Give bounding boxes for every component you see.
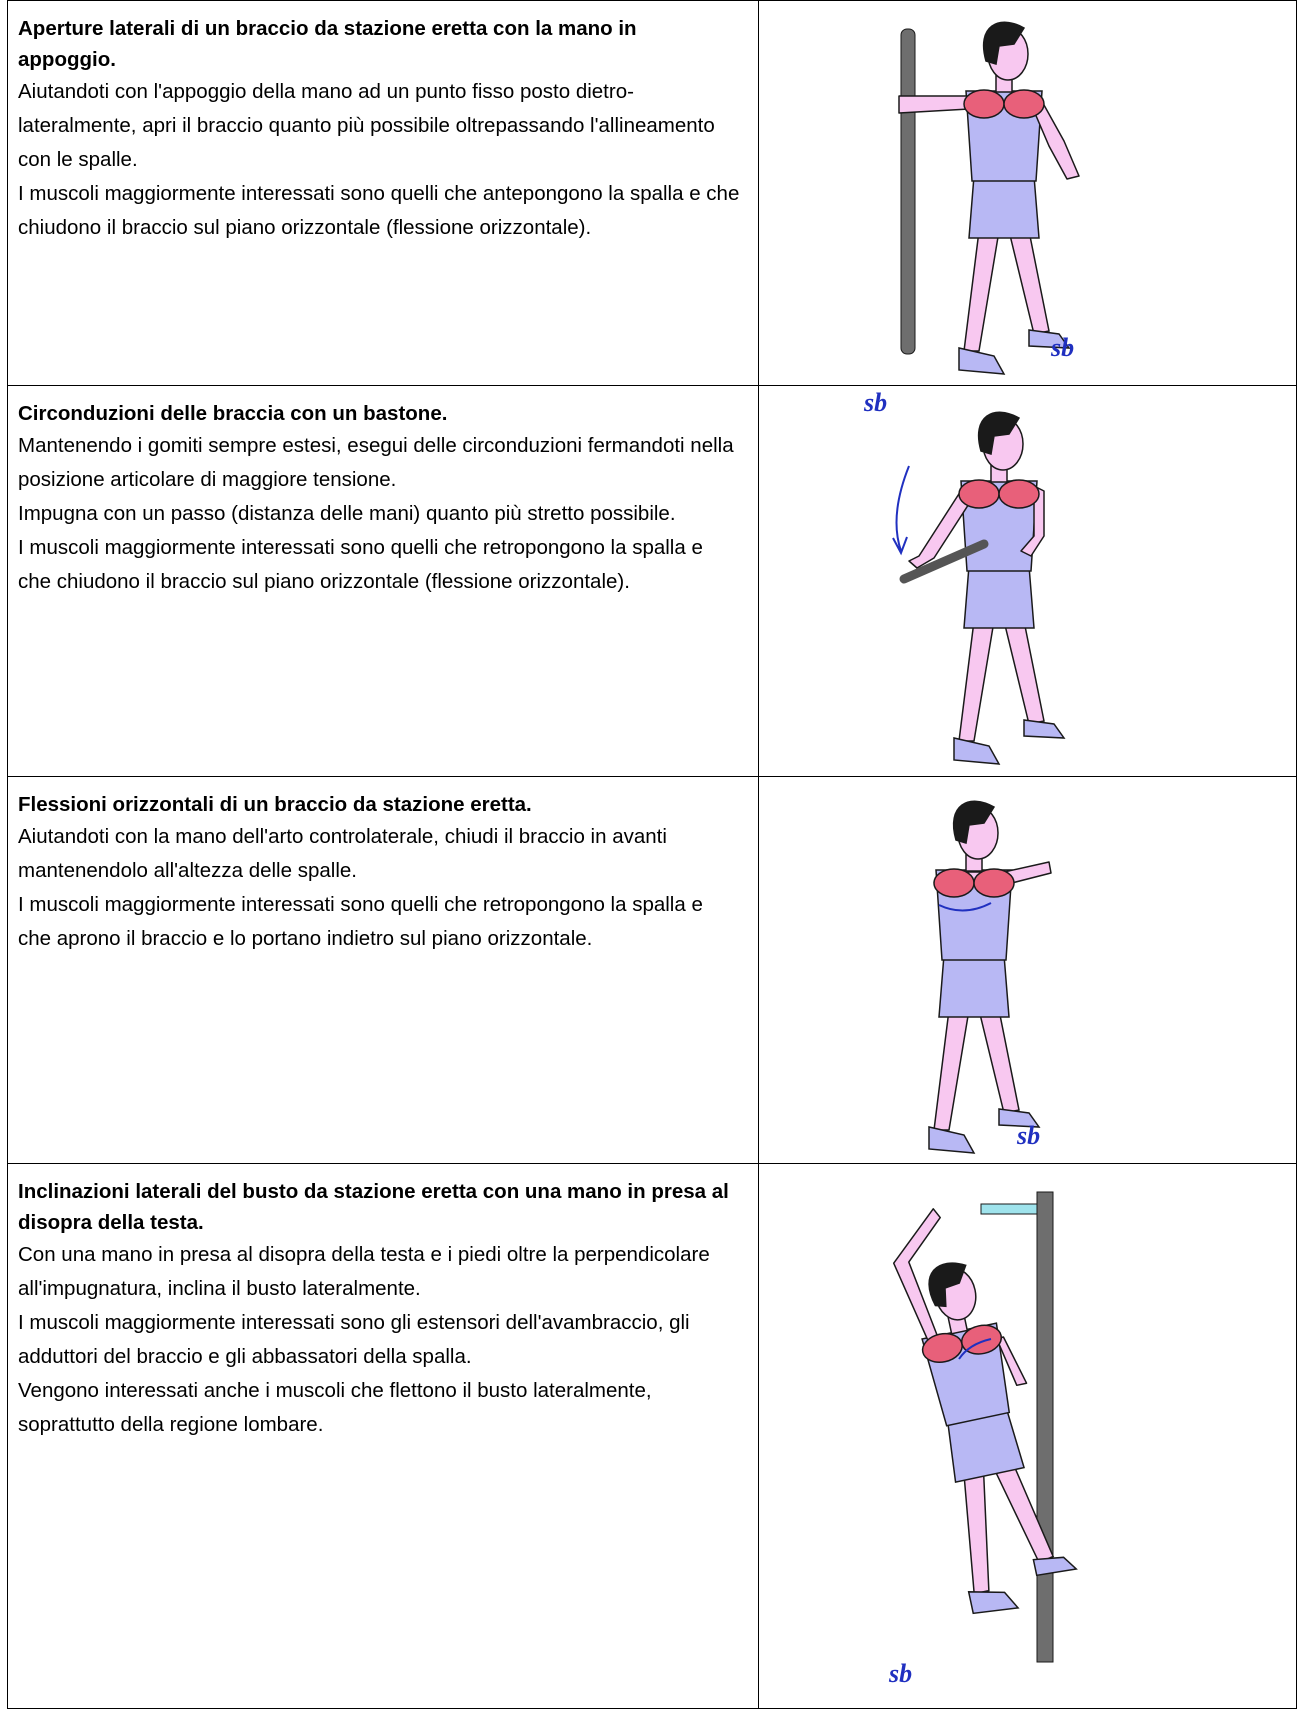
figure-part bbox=[958, 347, 1006, 375]
exercise-title: Circonduzioni delle braccia con un basto… bbox=[18, 402, 448, 425]
description: Mantenendo i gomiti sempre estesi, esegu… bbox=[18, 434, 734, 491]
arrow bbox=[958, 1338, 992, 1360]
signature: sb bbox=[1016, 1121, 1040, 1150]
figure-part bbox=[963, 230, 1000, 352]
body-group bbox=[892, 1208, 1078, 1615]
signature: sb bbox=[1050, 333, 1074, 362]
stick bbox=[899, 539, 989, 584]
description: I muscoli maggiormente interessati sono … bbox=[18, 1311, 690, 1368]
figure-part bbox=[1008, 230, 1050, 335]
figure-part bbox=[1028, 329, 1071, 349]
text-cell: Aperture laterali di un braccio da stazi… bbox=[7, 0, 759, 386]
description: I muscoli maggiormente interessati sono … bbox=[18, 893, 703, 950]
figure-part bbox=[898, 95, 970, 114]
figure-part bbox=[998, 479, 1040, 509]
description: Con una mano in presa al disopra della t… bbox=[18, 1243, 710, 1300]
table-row: Flessioni orizzontali di un braccio da s… bbox=[7, 776, 1298, 1164]
table-row: Aperture laterali di un braccio da stazi… bbox=[7, 0, 1298, 386]
figure-part bbox=[978, 1009, 1020, 1114]
arrow bbox=[892, 465, 910, 556]
figure-part bbox=[933, 868, 975, 898]
table-body: Aperture laterali di un braccio da stazi… bbox=[7, 0, 1298, 1709]
figure-part bbox=[1023, 719, 1066, 739]
figure-part bbox=[958, 620, 995, 742]
description: I muscoli maggiormente interessati sono … bbox=[18, 182, 740, 239]
figure-part bbox=[928, 1262, 967, 1308]
figure-cell: sb bbox=[757, 776, 1298, 1164]
figure-part bbox=[928, 1126, 976, 1154]
figure-part bbox=[963, 1468, 990, 1595]
figure-part bbox=[977, 411, 1021, 455]
text-cell: Inclinazioni laterali del busto da stazi… bbox=[7, 1163, 759, 1709]
figure-cell: sb bbox=[757, 1163, 1298, 1709]
figure-part bbox=[1032, 1556, 1078, 1577]
exercise-title: Aperture laterali di un braccio da stazi… bbox=[18, 17, 637, 71]
text-cell: Circonduzioni delle braccia con un basto… bbox=[7, 385, 759, 777]
figure-part bbox=[933, 1009, 970, 1131]
figure-part bbox=[963, 565, 1035, 629]
figure-cell: sb bbox=[757, 0, 1298, 386]
illustration: sb bbox=[863, 388, 1066, 765]
figure-part bbox=[982, 21, 1026, 65]
exercise-table: Aperture laterali di un braccio da stazi… bbox=[7, 0, 1298, 1709]
pole bbox=[900, 28, 916, 355]
figure-part bbox=[958, 479, 1000, 509]
figure-cell: sb bbox=[757, 385, 1298, 777]
illustration: sb bbox=[888, 1191, 1078, 1688]
description: Vengono interessati anche i muscoli che … bbox=[18, 1379, 652, 1436]
figure-part bbox=[963, 89, 1005, 119]
pole bbox=[1036, 1191, 1054, 1663]
figure-part bbox=[973, 868, 1015, 898]
table-row: Circonduzioni delle braccia con un basto… bbox=[7, 385, 1298, 777]
signature: sb bbox=[863, 388, 887, 417]
description: Aiutandoti con la mano dell'arto control… bbox=[18, 825, 667, 882]
bar bbox=[980, 1203, 1038, 1215]
description: I muscoli maggiormente interessati sono … bbox=[18, 536, 703, 593]
figure-part bbox=[998, 1108, 1041, 1128]
description: Aiutandoti con l'appoggio della mano ad … bbox=[18, 80, 715, 171]
exercise-title: Flessioni orizzontali di un braccio da s… bbox=[18, 793, 532, 816]
figure-part bbox=[953, 737, 1001, 765]
figure-part bbox=[952, 800, 996, 844]
figure-part bbox=[967, 1591, 1020, 1615]
figure-part bbox=[1003, 620, 1045, 725]
figure-part bbox=[968, 175, 1040, 239]
text-cell: Flessioni orizzontali di un braccio da s… bbox=[7, 776, 759, 1164]
figure-part bbox=[938, 954, 1010, 1018]
table-row: Inclinazioni laterali del busto da stazi… bbox=[7, 1163, 1298, 1709]
figure-part bbox=[1003, 89, 1045, 119]
signature: sb bbox=[888, 1659, 912, 1688]
arrow bbox=[938, 902, 992, 912]
description: Impugna con un passo (distanza delle man… bbox=[18, 502, 676, 525]
illustration: sb bbox=[928, 800, 1052, 1154]
illustration: sb bbox=[898, 21, 1080, 375]
exercise-title: Inclinazioni laterali del busto da stazi… bbox=[18, 1180, 729, 1234]
figure-part bbox=[1020, 485, 1045, 557]
